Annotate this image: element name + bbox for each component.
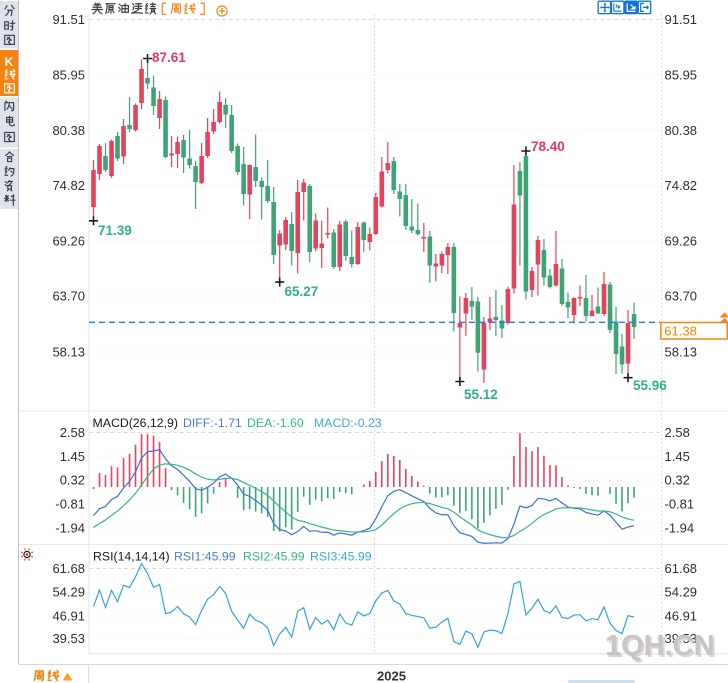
svg-text:RSI3:45.99: RSI3:45.99 [310,550,372,564]
svg-text:69.26: 69.26 [665,233,698,248]
svg-text:-0.81: -0.81 [55,497,85,512]
svg-text:91.51: 91.51 [665,12,698,27]
svg-text:DIFF:-1.71: DIFF:-1.71 [183,416,242,430]
svg-text:74.82: 74.82 [52,178,85,193]
svg-text:RSI(14,14,14): RSI(14,14,14) [93,550,170,564]
svg-text:1QH.CN: 1QH.CN [605,630,715,662]
svg-text:65.27: 65.27 [285,284,319,299]
svg-text:85.95: 85.95 [665,67,698,82]
svg-text:MACD(26,12,9): MACD(26,12,9) [93,416,178,430]
svg-text:-1.94: -1.94 [665,521,695,536]
svg-text:54.29: 54.29 [665,584,698,599]
svg-text:69.26: 69.26 [52,233,85,248]
svg-text:58.13: 58.13 [52,344,85,359]
svg-text:71.39: 71.39 [98,223,132,238]
svg-text:54.29: 54.29 [52,584,85,599]
svg-text:1QH.CN: 1QH.CN [607,632,717,664]
svg-text:-0.81: -0.81 [665,497,695,512]
svg-text:0.32: 0.32 [665,473,690,488]
svg-text:61.38: 61.38 [664,324,697,339]
svg-text:1.45: 1.45 [60,449,85,464]
svg-text:55.12: 55.12 [464,387,498,402]
svg-text:DEA:-1.60: DEA:-1.60 [247,416,304,430]
svg-text:85.95: 85.95 [52,67,85,82]
svg-text:55.96: 55.96 [633,378,667,393]
svg-text:80.38: 80.38 [52,123,85,138]
svg-text:RSI2:45.99: RSI2:45.99 [243,550,305,564]
svg-text:61.68: 61.68 [665,561,698,576]
svg-text:80.38: 80.38 [665,123,698,138]
svg-text:K: K [5,55,14,69]
svg-text:39.53: 39.53 [665,631,698,646]
svg-text:46.91: 46.91 [665,609,698,624]
svg-text:1.45: 1.45 [665,449,690,464]
svg-text:2.58: 2.58 [60,425,85,440]
svg-text:0.32: 0.32 [60,473,85,488]
svg-text:78.40: 78.40 [531,139,565,154]
svg-text:2025: 2025 [377,669,406,683]
svg-text:63.70: 63.70 [52,289,85,304]
svg-text:91.51: 91.51 [52,12,85,27]
svg-text:46.91: 46.91 [52,609,85,624]
svg-text:39.53: 39.53 [52,631,85,646]
svg-text:61.68: 61.68 [52,561,85,576]
svg-text:RSI1:45.99: RSI1:45.99 [174,550,236,564]
svg-text:58.13: 58.13 [665,344,698,359]
svg-text:74.82: 74.82 [665,178,698,193]
svg-text:MACD:-0.23: MACD:-0.23 [314,416,382,430]
svg-text:2.58: 2.58 [665,425,690,440]
svg-text:87.61: 87.61 [152,50,186,65]
svg-text:-1.94: -1.94 [55,521,85,536]
svg-text:63.70: 63.70 [665,289,698,304]
